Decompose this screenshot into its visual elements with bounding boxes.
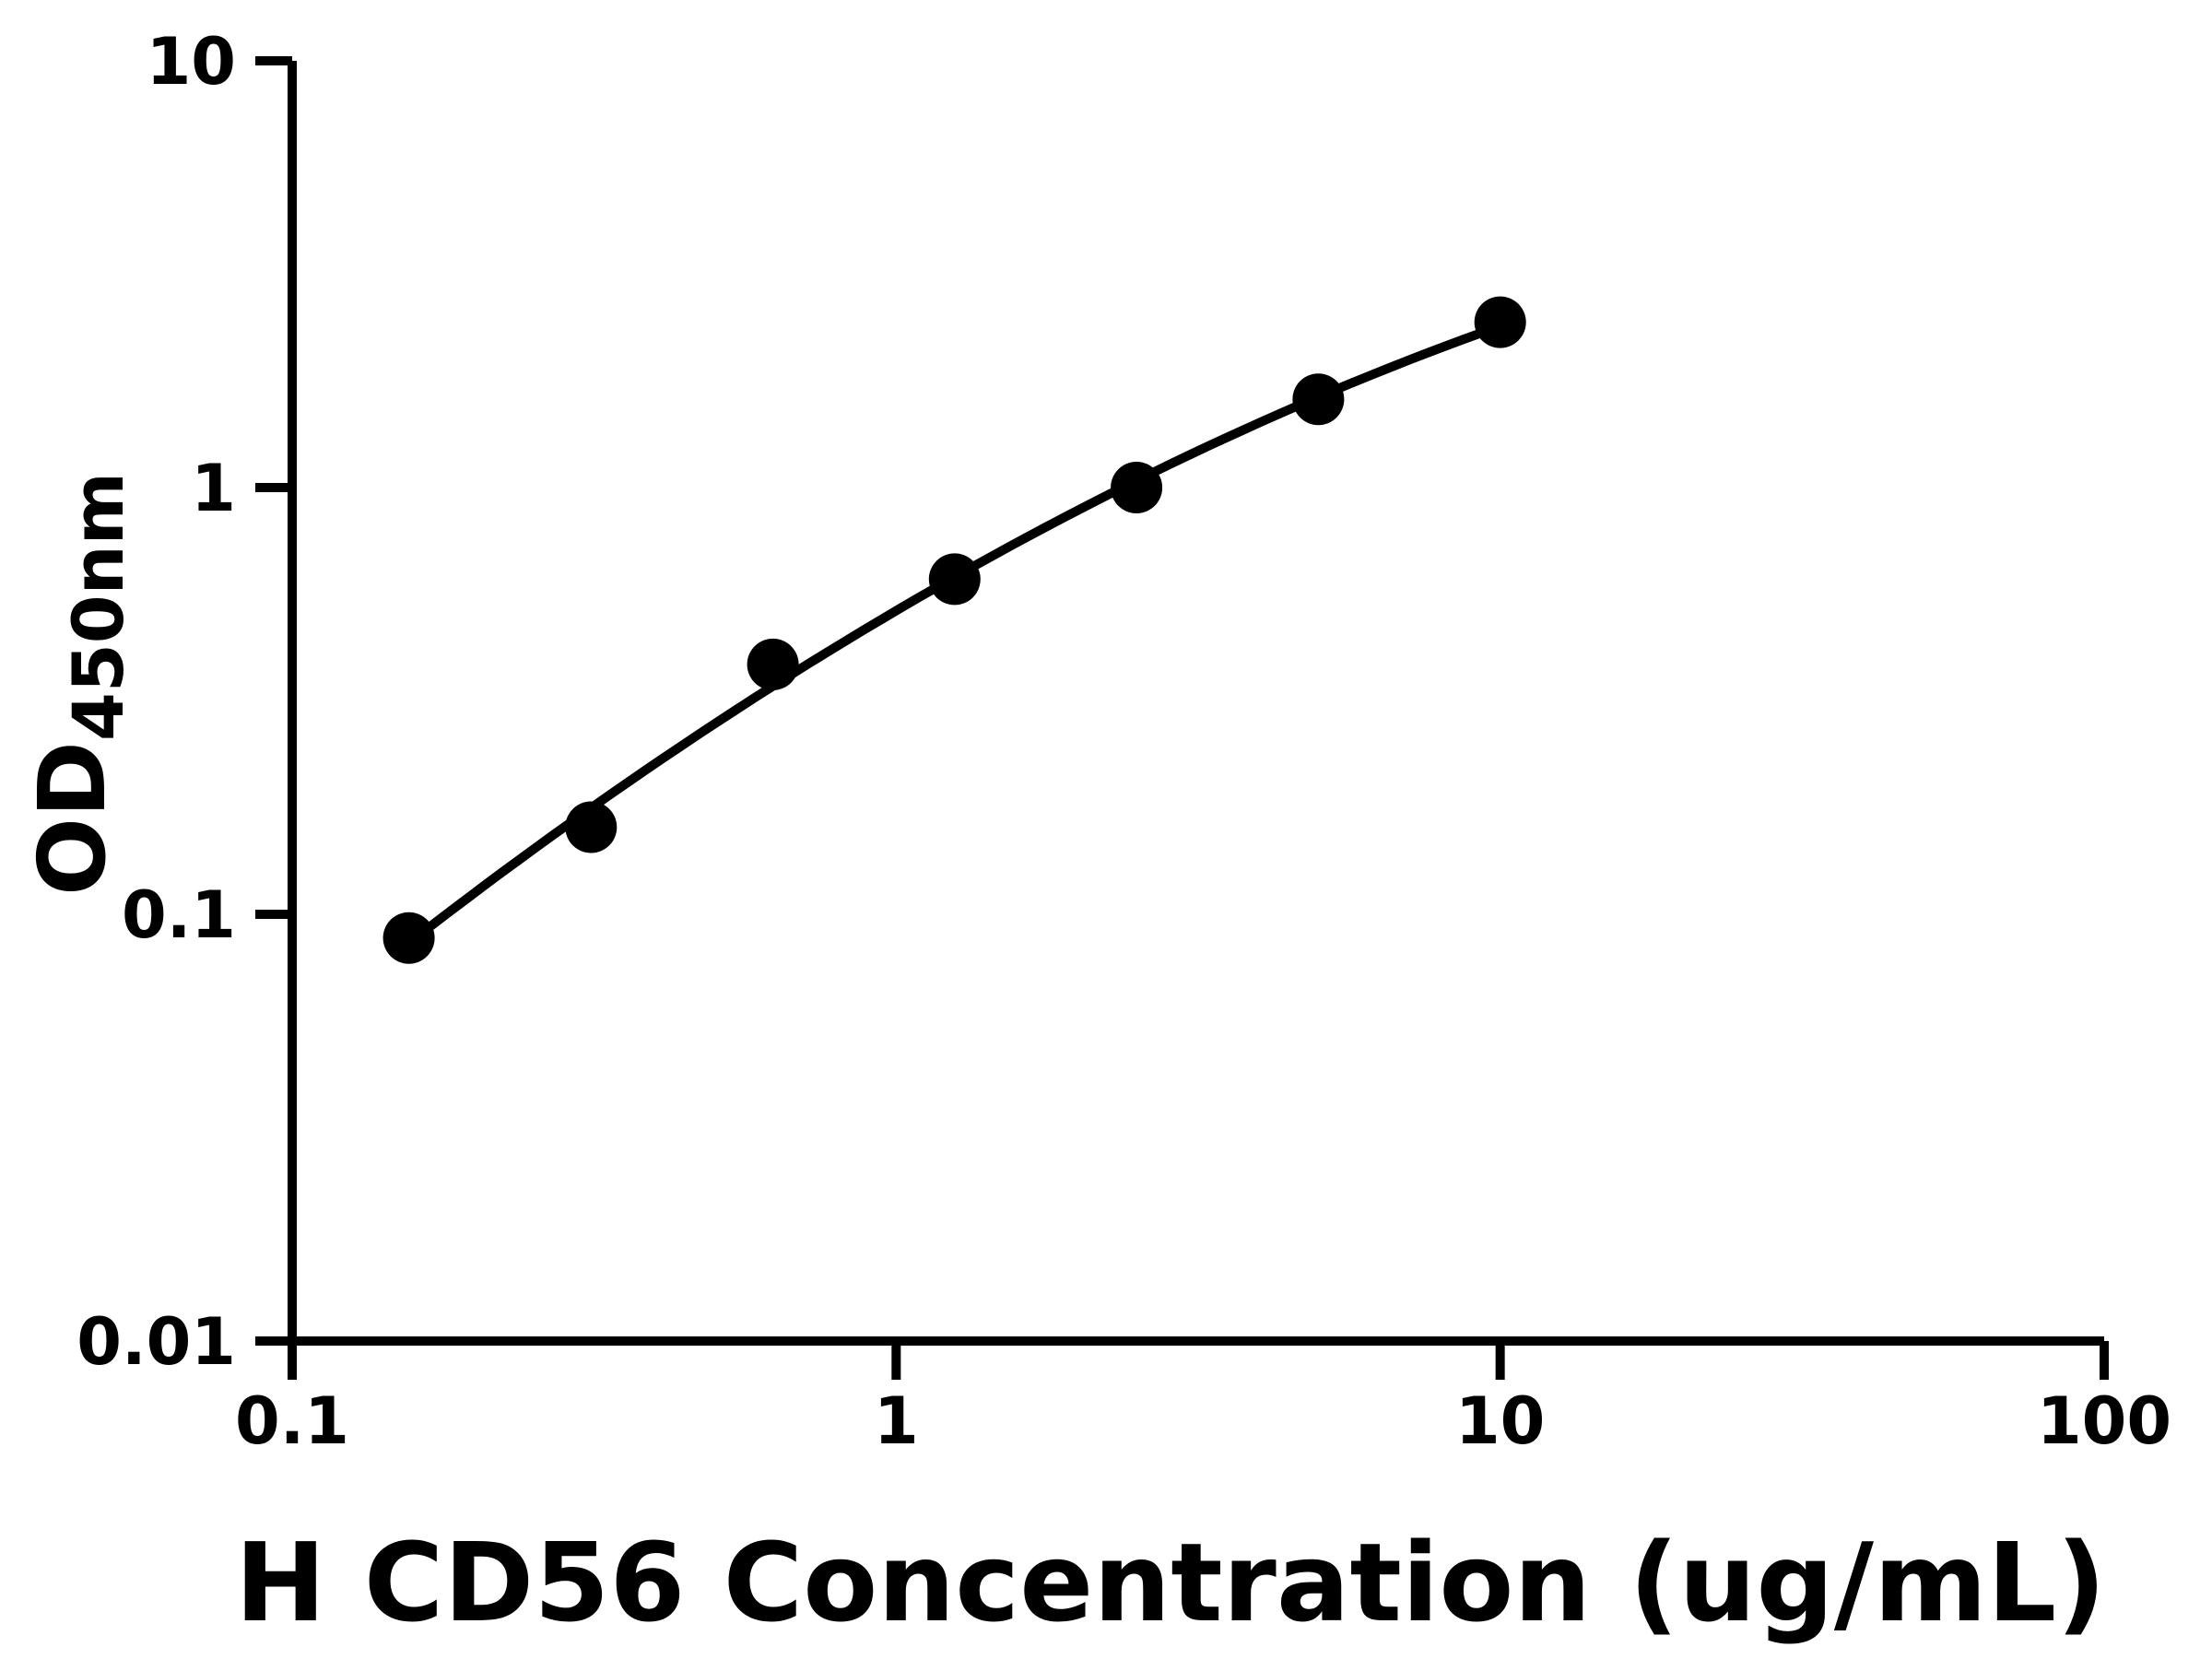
data-point <box>565 801 618 853</box>
x-tick-label: 10 <box>1455 1383 1545 1459</box>
y-axis-title: OD450nm <box>18 472 139 896</box>
x-tick-label: 0.1 <box>235 1383 349 1459</box>
data-point <box>1474 296 1526 348</box>
data-point <box>1111 462 1163 513</box>
x-axis-title: H CD56 Concentration (ug/mL) <box>235 1519 2106 1646</box>
y-axis-title-subscript: 450nm <box>57 472 139 741</box>
y-tick-label: 0.1 <box>122 877 236 953</box>
plot-area <box>382 296 1526 964</box>
y-tick-label: 1 <box>191 451 236 526</box>
fit-curve <box>404 321 1505 948</box>
y-tick-label: 0.01 <box>76 1304 236 1380</box>
y-axis-title-main: OD <box>18 741 126 896</box>
data-point <box>747 638 799 690</box>
data-point <box>928 553 981 606</box>
x-tick-label: 100 <box>2037 1383 2171 1459</box>
x-tick-label: 1 <box>874 1383 919 1459</box>
data-point <box>1292 373 1345 426</box>
y-tick-label: 10 <box>147 24 236 100</box>
data-point <box>382 912 435 964</box>
